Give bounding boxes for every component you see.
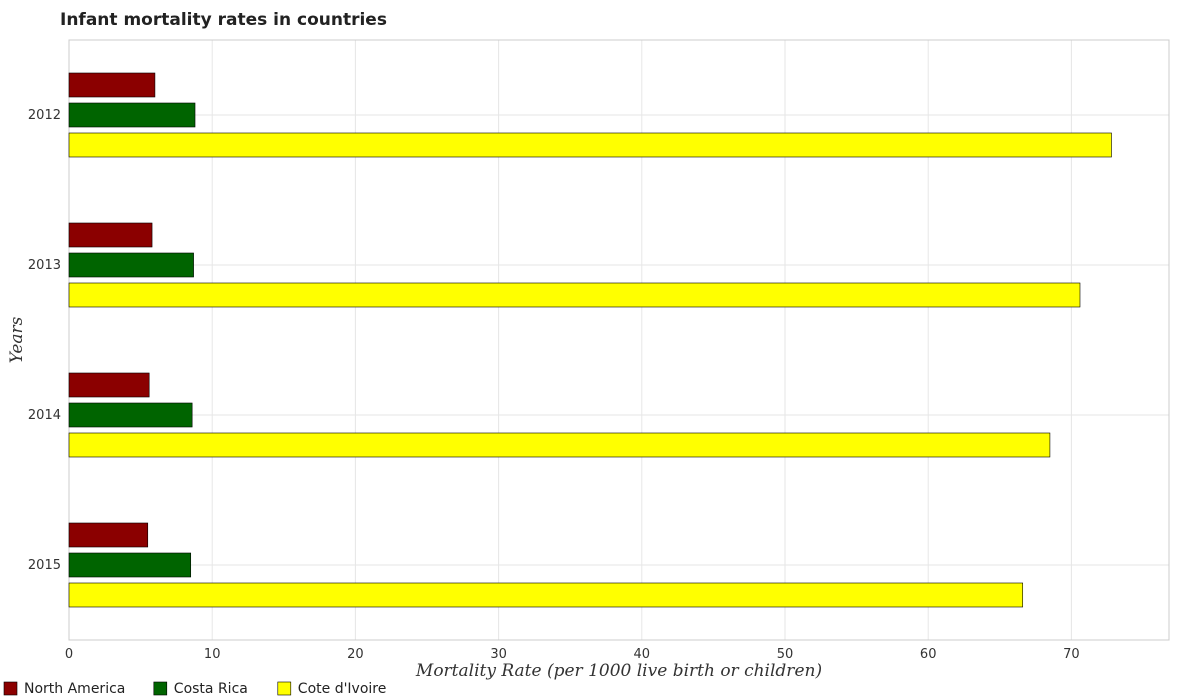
bar-north-america-2014 [68, 372, 150, 398]
bar-costa-rica-2014 [68, 402, 193, 428]
x-axis-label: Mortality Rate (per 1000 live birth or c… [415, 661, 822, 681]
grid [68, 40, 1169, 640]
plot-frame [68, 39, 1170, 641]
legend-label: North America [24, 681, 125, 697]
bar-cote-d-ivoire-2014 [68, 432, 1051, 458]
bar-costa-rica-2015 [68, 552, 192, 578]
legend-label: Cote d'Ivoire [298, 681, 387, 697]
bar-cote-d-ivoire-2012 [68, 132, 1112, 158]
y-axis-label: Years [7, 316, 27, 363]
y-tick-label: 2012 [28, 108, 61, 123]
chart-title: Infant mortality rates in countries [60, 10, 387, 30]
x-tick-label: 60 [920, 647, 937, 662]
y-tick-label: 2014 [28, 408, 61, 423]
bar-north-america-2013 [68, 222, 153, 248]
x-tick-label: 50 [777, 647, 794, 662]
x-tick-label: 40 [634, 647, 651, 662]
bar-north-america-2015 [68, 522, 149, 548]
x-tick-label: 0 [65, 647, 73, 662]
legend-swatch [153, 681, 168, 696]
legend-swatch [3, 681, 18, 696]
bar-costa-rica-2013 [68, 252, 194, 278]
y-tick-label: 2013 [28, 258, 61, 273]
x-tick-label: 70 [1063, 647, 1080, 662]
bar-costa-rica-2012 [68, 102, 196, 128]
x-tick-label: 20 [347, 647, 364, 662]
legend: North America Costa Rica Cote d'Ivoire [3, 681, 387, 697]
bar-cote-d-ivoire-2013 [68, 282, 1081, 308]
bar-north-america-2012 [68, 72, 156, 98]
legend-label: Costa Rica [174, 681, 248, 697]
y-tick-labels: 2012 2013 2014 2015 [28, 108, 61, 573]
x-tick-label: 10 [204, 647, 221, 662]
bar-cote-d-ivoire-2015 [68, 582, 1024, 608]
bars [68, 72, 1112, 608]
legend-swatch [277, 681, 292, 696]
x-tick-label: 30 [490, 647, 507, 662]
y-tick-label: 2015 [28, 558, 61, 573]
x-tick-labels: 0 10 20 30 40 50 60 70 [65, 647, 1080, 662]
